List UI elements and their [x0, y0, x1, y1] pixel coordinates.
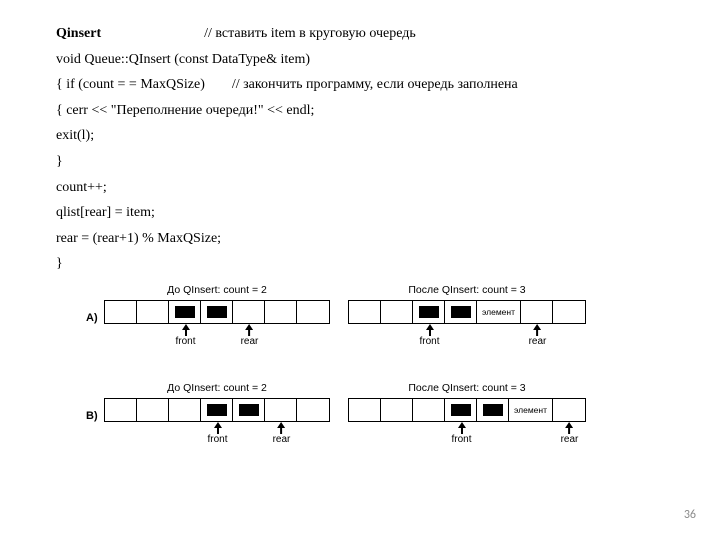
panel-a-before: До QInsert: count = 2 front rear: [104, 284, 330, 352]
pointer-front: front: [207, 422, 227, 445]
code-line-8: qlist[rear] = item;: [56, 203, 700, 223]
pointer-rear: rear: [241, 324, 259, 347]
pointers: front rear: [104, 324, 330, 352]
pointer-label: front: [175, 336, 195, 347]
cell-filled-block: [451, 404, 471, 416]
pointer-rear: rear: [273, 422, 291, 445]
row-label-b: B): [86, 382, 104, 422]
pointer-rear: rear: [561, 422, 579, 445]
cell: [413, 399, 445, 421]
cell-filled-block: [175, 306, 195, 318]
cell: [349, 301, 381, 323]
cell-filled-block: [239, 404, 259, 416]
diagram-row-a: A) До QInsert: count = 2 front rear После …: [86, 284, 700, 352]
cell: [265, 399, 297, 421]
cell: [169, 399, 201, 421]
cell: [381, 399, 413, 421]
cell: [137, 301, 169, 323]
code-fn-name: Qinsert: [56, 26, 101, 41]
cells: [104, 300, 330, 324]
cell: [553, 301, 585, 323]
pointer-label: front: [451, 434, 471, 445]
cell: [445, 399, 477, 421]
cell: [233, 399, 265, 421]
code-if: { if (count = = MaxQSize): [56, 77, 205, 92]
cell-filled-block: [419, 306, 439, 318]
slide-number: 36: [684, 508, 696, 522]
code-line-2: void Queue::QInsert (const DataType& ite…: [56, 50, 700, 70]
code-line-5: exit(l);: [56, 126, 700, 146]
cells: элемент: [348, 300, 586, 324]
code-comment-1: // вставить item в круговую очередь: [204, 26, 416, 41]
code-block: Qinsert // вставить item в круговую очер…: [56, 24, 700, 274]
cell: [553, 399, 585, 421]
cell: [297, 399, 329, 421]
panel-caption: После QInsert: count = 3: [408, 382, 525, 394]
pointers: front rear: [348, 422, 586, 450]
cell: [105, 399, 137, 421]
code-line-9: rear = (rear+1) % MaxQSize;: [56, 229, 700, 249]
pointer-rear: rear: [529, 324, 547, 347]
cell-elem-label: элемент: [514, 405, 547, 415]
panel-b-before: До QInsert: count = 2 front rear: [104, 382, 330, 450]
panel-b-after: После QInsert: count = 3 элемент front rear: [348, 382, 586, 450]
cells-wrap: элемент front rear: [348, 300, 586, 352]
pointer-front: front: [175, 324, 195, 347]
code-line-7: count++;: [56, 178, 700, 198]
cell: [201, 301, 233, 323]
cell-filled-block: [451, 306, 471, 318]
cells: элемент: [348, 398, 586, 422]
pointers: front rear: [348, 324, 586, 352]
cell-filled-block: [207, 306, 227, 318]
row-label-a: A): [86, 284, 104, 324]
cell: [265, 301, 297, 323]
cell: [137, 399, 169, 421]
slide-page: Qinsert // вставить item в круговую очер…: [0, 0, 720, 540]
pointer-label: rear: [241, 336, 259, 347]
cell: [381, 301, 413, 323]
cells-wrap: front rear: [104, 300, 330, 352]
code-line-4: { cerr << "Переполнение очереди!" << end…: [56, 101, 700, 121]
cell: элемент: [477, 301, 521, 323]
cells-wrap: элемент front rear: [348, 398, 586, 450]
cell: [105, 301, 137, 323]
panel-caption: До QInsert: count = 2: [167, 284, 267, 296]
pointer-front: front: [451, 422, 471, 445]
cell: [201, 399, 233, 421]
cell-filled-block: [483, 404, 503, 416]
pointer-label: front: [207, 434, 227, 445]
cell: [169, 301, 201, 323]
cell-elem-label: элемент: [482, 307, 515, 317]
panel-caption: После QInsert: count = 3: [408, 284, 525, 296]
pointer-label: front: [419, 336, 439, 347]
cell-filled-block: [207, 404, 227, 416]
cell: [445, 301, 477, 323]
cell: [297, 301, 329, 323]
cell: [521, 301, 553, 323]
cell: [233, 301, 265, 323]
cell: [477, 399, 509, 421]
diagram-row-b: B) До QInsert: count = 2 front rear После …: [86, 382, 700, 450]
cells-wrap: front rear: [104, 398, 330, 450]
diagrams: A) До QInsert: count = 2 front rear После …: [56, 284, 700, 450]
code-comment-2: // закончить программу, если очередь зап…: [232, 77, 518, 92]
pointers: front rear: [104, 422, 330, 450]
code-line-1: Qinsert // вставить item в круговую очер…: [56, 24, 700, 44]
panel-caption: До QInsert: count = 2: [167, 382, 267, 394]
cells: [104, 398, 330, 422]
pointer-label: rear: [561, 434, 579, 445]
pointer-label: rear: [529, 336, 547, 347]
panel-a-after: После QInsert: count = 3 элемент front rear: [348, 284, 586, 352]
pointer-front: front: [419, 324, 439, 347]
code-line-3: { if (count = = MaxQSize) // закончить п…: [56, 75, 700, 95]
code-line-10: }: [56, 254, 700, 274]
cell: элемент: [509, 399, 553, 421]
pointer-label: rear: [273, 434, 291, 445]
cell: [349, 399, 381, 421]
cell: [413, 301, 445, 323]
code-line-6: }: [56, 152, 700, 172]
